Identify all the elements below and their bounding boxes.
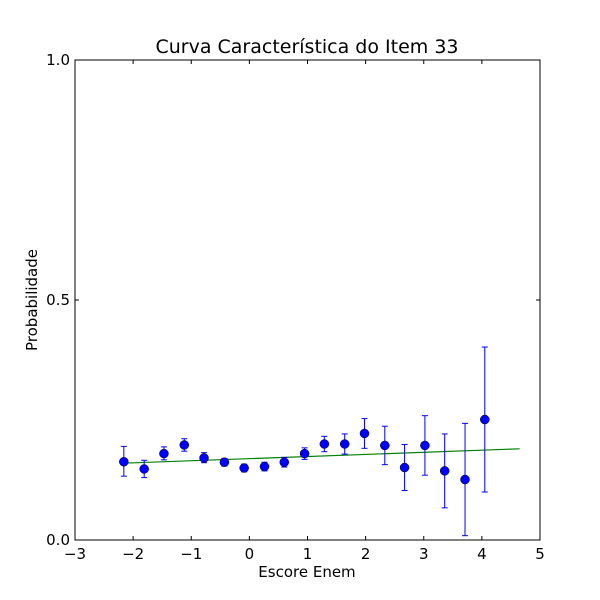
data-point [359,428,370,439]
axis-ticks: −3 −2 −1 0 1 2 3 4 5 0.0 0.5 1.0 [46,51,545,563]
trend-line [123,448,520,464]
data-point [339,439,350,449]
data-point [179,440,190,450]
x-tick-label: −2 [122,545,144,563]
x-tick-label: −1 [180,545,202,563]
x-tick-label: 5 [535,545,545,563]
data-point [460,474,470,485]
data-point [239,463,249,473]
data-point [480,414,490,425]
y-tick-label: 0.5 [46,291,70,309]
data-point [319,439,330,449]
x-tick-label: 2 [361,545,371,563]
data-point [259,461,270,472]
data-point [159,448,169,459]
x-tick-label: 4 [477,545,487,563]
data-point [139,464,149,474]
y-tick-label: 0.0 [46,531,70,549]
chart-title: Curva Característica do Item 33 [155,36,458,58]
data-point [399,462,410,473]
data-point [380,440,390,451]
data-point [420,440,430,451]
y-axis-label: Probabilidade [23,249,41,351]
data-point [299,448,310,459]
data-point [199,453,209,463]
data-point [279,457,289,467]
x-tick-label: 0 [245,545,255,563]
x-axis-label: Escore Enem [258,563,355,581]
x-tick-label: 1 [303,545,313,563]
plot-area [119,346,520,537]
x-tick-label: 3 [419,545,429,563]
x-tick-label: −3 [64,545,86,563]
data-point [119,457,129,467]
y-tick-label: 1.0 [46,51,70,69]
data-point [219,457,230,467]
data-point [439,466,450,476]
